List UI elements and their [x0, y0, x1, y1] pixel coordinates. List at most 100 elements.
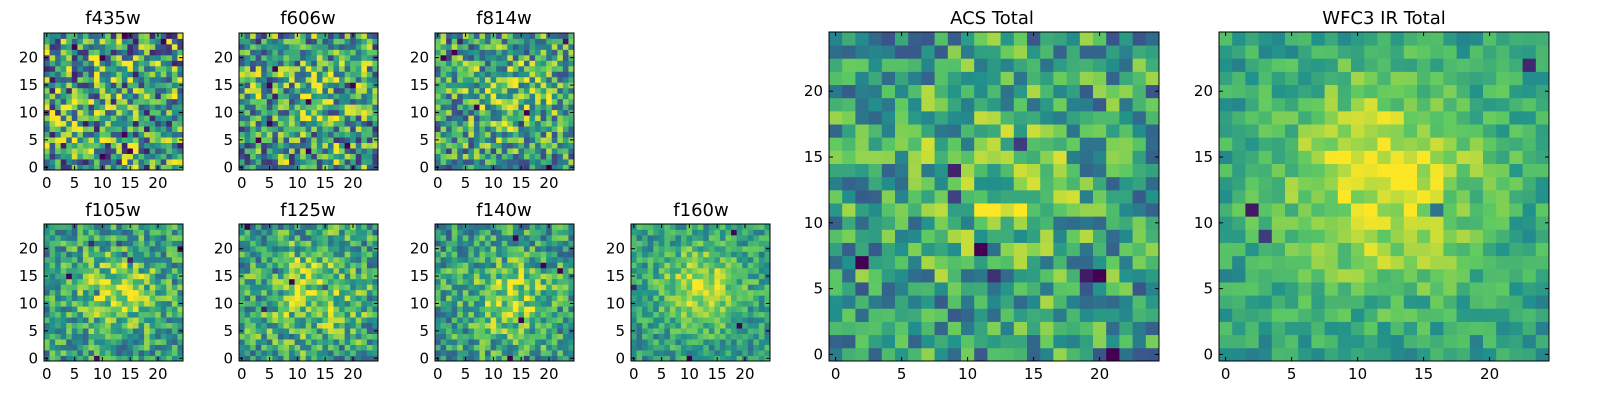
heatmap-cell [535, 126, 542, 133]
heatmap-cell [344, 251, 351, 258]
heatmap-cell [305, 76, 312, 83]
heatmap-cell [446, 322, 453, 329]
heatmap-cell [557, 328, 564, 334]
heatmap-cell [272, 333, 279, 340]
heatmap-cell [149, 262, 156, 269]
heatmap-cell [327, 93, 334, 100]
heatmap-cell [546, 126, 553, 133]
heatmap-cell [138, 115, 145, 122]
heatmap-cell [289, 109, 295, 116]
heatmap-cell [171, 350, 178, 356]
heatmap-cell [132, 153, 139, 160]
heatmap-cell [568, 49, 575, 56]
heatmap-cell [725, 317, 732, 324]
heatmap-cell [94, 142, 100, 149]
heatmap-cell [60, 115, 67, 122]
heatmap-cell [171, 295, 178, 302]
heatmap-cell [692, 333, 699, 340]
heatmap-cell [333, 159, 340, 165]
heatmap-cell [546, 60, 553, 67]
heatmap-cell [316, 120, 323, 127]
heatmap-cell [496, 49, 503, 56]
heatmap-cell [1027, 268, 1041, 283]
heatmap-cell [708, 278, 715, 285]
heatmap-cell [155, 300, 162, 307]
heatmap-cell [747, 273, 754, 280]
heatmap-cell [294, 115, 301, 122]
x-tick-label: 15 [512, 365, 531, 383]
heatmap-cell [110, 224, 117, 230]
heatmap-cell [305, 229, 312, 236]
heatmap-cell [457, 148, 464, 154]
heatmap-cell [327, 256, 334, 263]
heatmap-cell [266, 60, 273, 67]
heatmap-cell [747, 300, 754, 307]
heatmap-cell [82, 104, 89, 111]
heatmap-cell [947, 308, 962, 322]
heatmap-cell [468, 311, 475, 318]
heatmap-cell [166, 33, 173, 39]
heatmap-cell [110, 60, 117, 67]
heatmap-cell [462, 300, 469, 307]
heatmap-cell [868, 216, 883, 230]
heatmap-cell [105, 87, 112, 94]
heatmap-cell [568, 38, 575, 45]
heatmap-cell [485, 278, 491, 285]
heatmap-cell [562, 87, 569, 94]
heatmap-cell [255, 93, 262, 100]
heatmap-cell [507, 350, 514, 356]
heatmap-cell [305, 164, 312, 171]
y-tick-label: 10 [19, 294, 38, 312]
heatmap-cell [479, 153, 486, 160]
heatmap-cell [294, 109, 301, 116]
heatmap-cell [355, 137, 362, 143]
heatmap-cell [551, 234, 558, 241]
heatmap-cell [490, 262, 497, 269]
heatmap-cell [177, 33, 184, 39]
heatmap-cell [116, 49, 123, 56]
heatmap-cell [339, 251, 346, 258]
heatmap-cell [127, 104, 134, 111]
heatmap-cell [446, 126, 453, 133]
heatmap-cell [121, 355, 128, 362]
heatmap-cell [446, 93, 453, 100]
heatmap-cell [316, 153, 323, 160]
heatmap-cell [333, 311, 340, 318]
heatmap-cell [88, 33, 95, 39]
heatmap-cell [451, 295, 458, 302]
heatmap-cell [1040, 308, 1054, 322]
heatmap-cell [66, 300, 73, 307]
heatmap-cell [947, 295, 962, 309]
heatmap-cell [753, 306, 760, 313]
heatmap-cell [283, 339, 290, 345]
heatmap-cell [562, 33, 569, 39]
heatmap-cell [518, 43, 525, 50]
heatmap-cell [507, 311, 514, 318]
heatmap-cell [551, 333, 558, 340]
heatmap-cell [177, 240, 184, 247]
heatmap-cell [631, 322, 637, 329]
heatmap-cell [94, 245, 100, 252]
heatmap-cell [753, 245, 760, 252]
heatmap-cell [333, 267, 340, 274]
heatmap-cell [468, 317, 475, 324]
heatmap-cell [94, 54, 100, 61]
heatmap-cell [55, 87, 62, 94]
heatmap-cell [155, 131, 162, 138]
heatmap-cell [507, 344, 514, 351]
heatmap-cell [355, 148, 362, 154]
heatmap-cell [261, 262, 268, 269]
heatmap-cell [116, 82, 123, 89]
heatmap-cell [366, 49, 373, 56]
heatmap-cell [55, 295, 62, 302]
heatmap-cell [669, 229, 676, 236]
heatmap-cell [138, 109, 145, 116]
heatmap-cell [551, 350, 558, 356]
heatmap-cell [250, 251, 257, 258]
heatmap-cell [44, 142, 50, 149]
heatmap-cell [155, 278, 162, 285]
heatmap-cell [518, 284, 525, 291]
heatmap-cell [535, 159, 542, 165]
heatmap-cell [714, 311, 721, 318]
heatmap-cell [921, 295, 935, 309]
